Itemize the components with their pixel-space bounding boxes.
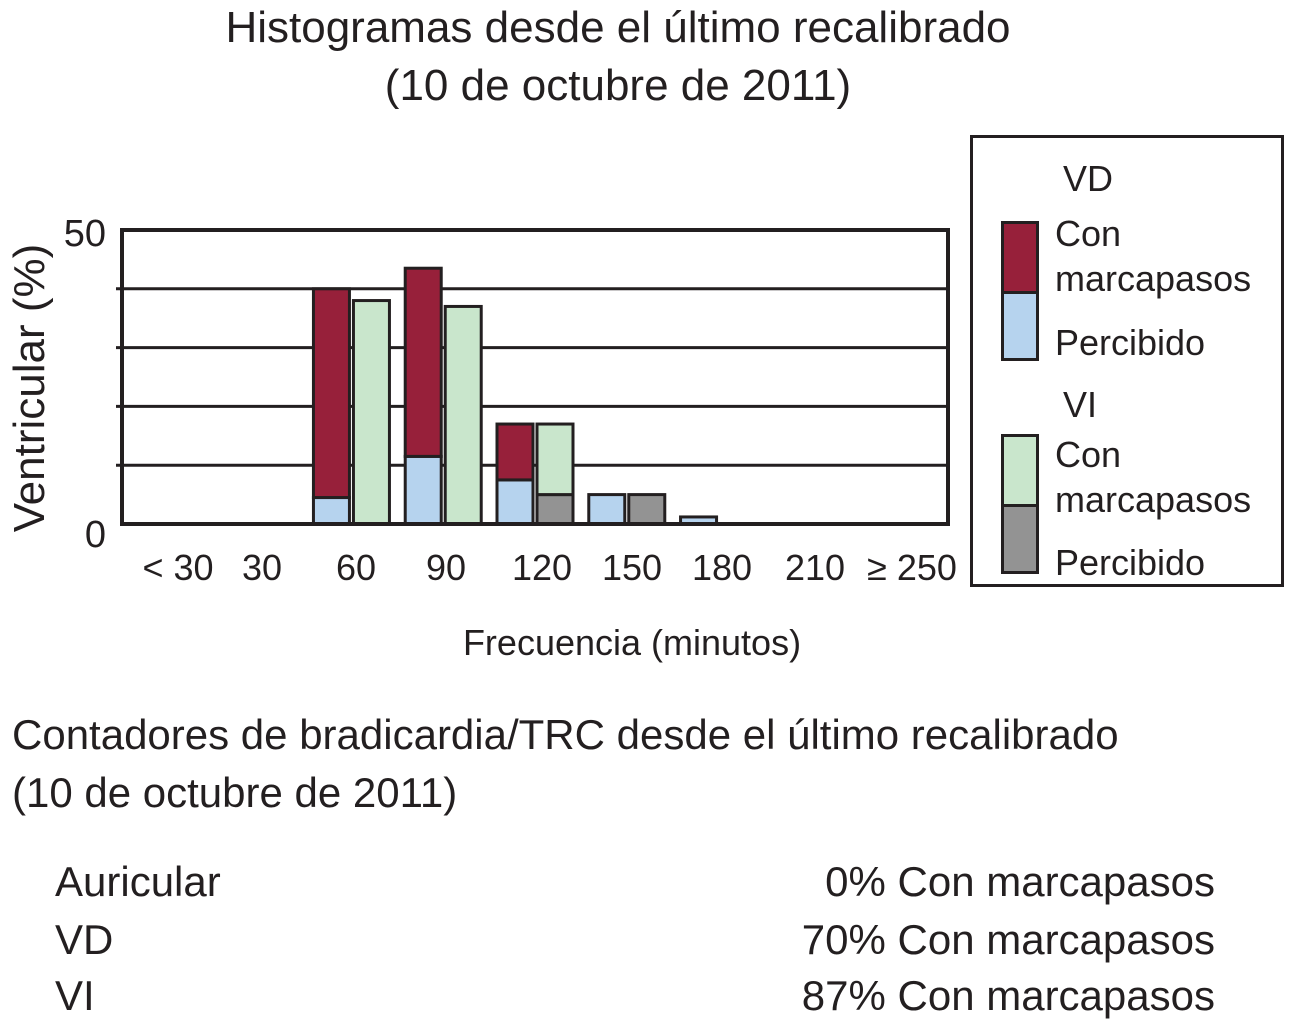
x-axis-label: Frecuencia (minutos) bbox=[463, 622, 801, 663]
counters-title-line-2: (10 de octubre de 2011) bbox=[12, 769, 458, 816]
bar-vd-sensed bbox=[311, 496, 351, 526]
legend-swatch-vi-paced bbox=[1001, 434, 1039, 504]
y-tick-label-max: 50 bbox=[64, 213, 106, 255]
bar-vi-paced bbox=[351, 299, 391, 526]
legend-label-vi-sensed: Percibido bbox=[1055, 542, 1206, 583]
x-tick-label: 30 bbox=[242, 547, 282, 588]
histogram-chart: 50 0 Ventricular (%) < 30 30 60 90 120 150 180… bbox=[5, 213, 957, 663]
legend-header-vi: VI bbox=[1063, 384, 1098, 425]
y-axis-label: Ventricular (%) bbox=[5, 244, 54, 533]
counter-value: 0% Con marcapasos bbox=[825, 858, 1215, 905]
legend-header-vd: VD bbox=[1063, 158, 1114, 199]
bar-vi-paced bbox=[443, 304, 483, 526]
counters-title: Contadores de bradicardia/TRC desde el ú… bbox=[12, 706, 1119, 822]
x-tick-label: 180 bbox=[692, 547, 752, 588]
counter-value: 87% Con marcapasos bbox=[801, 972, 1215, 1019]
x-tick-label: 150 bbox=[602, 547, 662, 588]
legend-swatch-vd-sensed bbox=[1001, 291, 1039, 361]
bar-vi-paced bbox=[535, 422, 575, 497]
legend-label-vi-paced-2: marcapasos bbox=[1055, 479, 1252, 520]
chart-title-line-2: (10 de octubre de 2011) bbox=[384, 61, 852, 110]
counter-row-vd: VD 70% Con marcapasos bbox=[55, 916, 1215, 974]
bar-vd-sensed bbox=[403, 454, 443, 526]
x-tick-label: 60 bbox=[336, 547, 376, 588]
bar-vd-paced bbox=[403, 266, 443, 458]
legend-label-vd-paced-1: Con bbox=[1055, 213, 1122, 254]
counter-row-vi: VI 87% Con marcapasos bbox=[55, 972, 1215, 1030]
x-tick-label: 90 bbox=[426, 547, 466, 588]
counter-name: VI bbox=[55, 972, 95, 1019]
bar-vd-sensed bbox=[495, 478, 535, 526]
chart-title-line-1: Histogramas desde el último recalibrado bbox=[225, 3, 1011, 52]
x-tick-label: ≥ 250 bbox=[867, 547, 957, 588]
counter-row-auricular: Auricular 0% Con marcapasos bbox=[55, 858, 1215, 916]
x-tick-label: 210 bbox=[785, 547, 845, 588]
bar-vd-paced bbox=[495, 422, 535, 482]
y-tick-label-zero: 0 bbox=[85, 514, 106, 556]
chart-legend: VD Con marcapasos Percibido VI Con marca… bbox=[970, 135, 1284, 587]
legend-label-vd-sensed: Percibido bbox=[1055, 322, 1206, 363]
counter-value: 70% Con marcapasos bbox=[801, 916, 1215, 963]
legend-swatch-vd-paced bbox=[1001, 221, 1039, 291]
counters-title-line-1: Contadores de bradicardia/TRC desde el ú… bbox=[12, 711, 1119, 758]
counter-name: VD bbox=[55, 916, 114, 963]
bar-vi-sensed bbox=[535, 493, 575, 526]
x-tick-label: < 30 bbox=[142, 547, 213, 588]
legend-label-vi-paced-1: Con bbox=[1055, 434, 1122, 475]
bar-vd-sensed bbox=[587, 493, 627, 526]
counter-name: Auricular bbox=[55, 858, 221, 905]
bar-vi-sensed bbox=[627, 493, 667, 526]
plot-frame bbox=[120, 228, 950, 526]
legend-label-vd-paced-2: marcapasos bbox=[1055, 258, 1252, 299]
x-tick-label: 120 bbox=[512, 547, 572, 588]
legend-swatch-vi-sensed bbox=[1001, 504, 1039, 574]
bar-vd-paced bbox=[311, 287, 351, 500]
